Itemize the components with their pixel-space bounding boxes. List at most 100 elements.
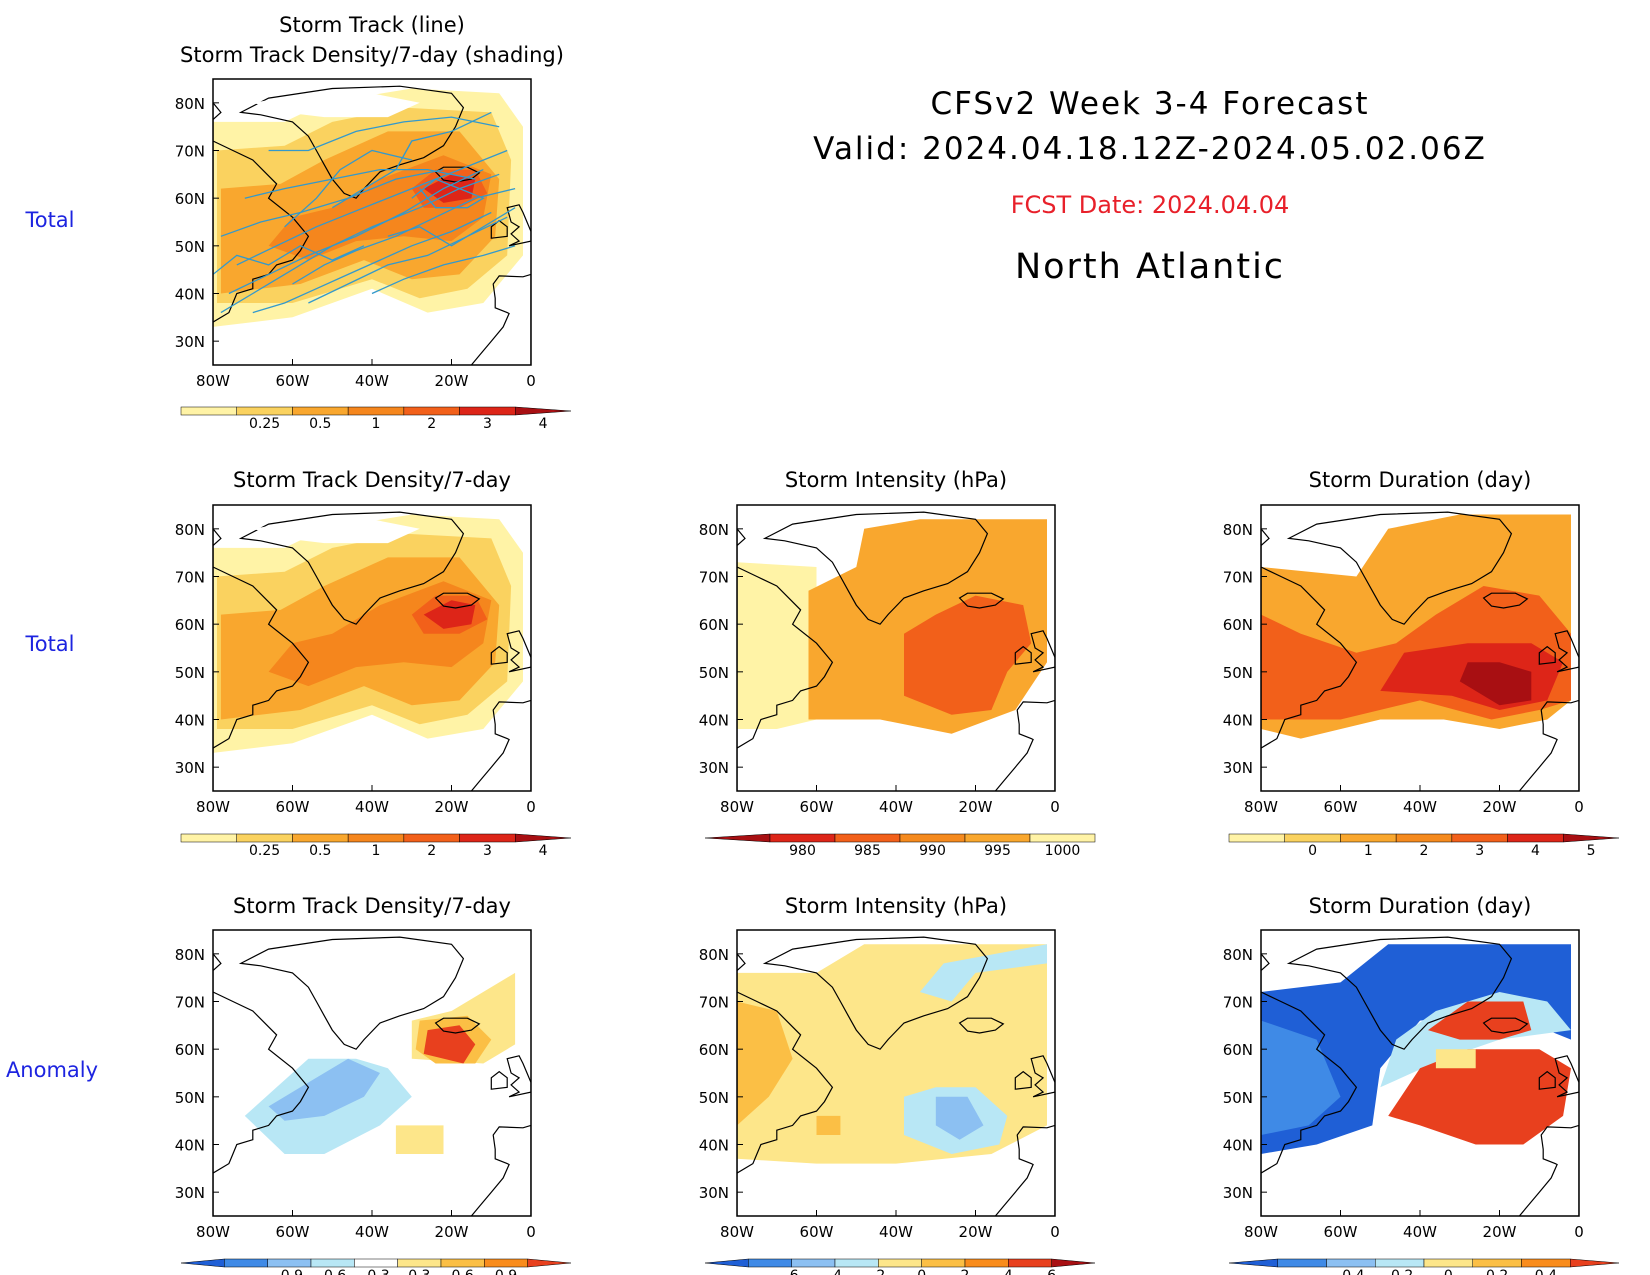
y-tick-label: 40N <box>699 712 729 730</box>
shading-region <box>1435 1049 1476 1069</box>
coastline <box>1482 1017 1529 1034</box>
y-tick-label: 30N <box>699 1184 729 1202</box>
panel-title: Storm Track Density/7-day (shading) <box>180 43 564 67</box>
colorbar-segment <box>440 1258 485 1268</box>
x-tick-label: 60W <box>276 372 310 390</box>
colorbar-label: 2 <box>961 1268 970 1275</box>
coastline <box>762 511 989 625</box>
coastline <box>238 936 465 1050</box>
coastline <box>470 699 531 791</box>
y-tick-label: 70N <box>1223 569 1253 587</box>
x-tick-label: 40W <box>879 798 913 816</box>
x-tick-label: 80W <box>196 372 230 390</box>
x-tick-label: 20W <box>959 798 993 816</box>
colorbar-label: -6 <box>785 1268 799 1275</box>
shading-region <box>1261 1020 1341 1135</box>
colorbar-segment <box>180 406 237 416</box>
map-area <box>213 511 531 791</box>
colorbar-segment <box>1395 833 1453 843</box>
colorbar-segment <box>515 833 572 843</box>
y-tick-label: 80N <box>699 521 729 539</box>
colorbar-label: 0.25 <box>249 843 280 859</box>
colorbar-segment <box>1051 1258 1096 1268</box>
coastline <box>1286 511 1513 625</box>
y-tick-label: 30N <box>175 1184 205 1202</box>
y-tick-label: 70N <box>699 569 729 587</box>
colorbar-segment <box>964 1258 1009 1268</box>
panel-duration-total: Storm Duration (day) 80W 60W 40W 20W 0 30N 40N 5… <box>1223 468 1620 859</box>
x-tick-label: 20W <box>1483 798 1517 816</box>
panel-title: Storm Track Density/7-day <box>233 894 511 918</box>
panel-intensity-total: Storm Intensity (hPa) 80W 60W 40W 20W 0 30N 40N… <box>699 468 1096 859</box>
colorbar-segment <box>267 1258 312 1268</box>
x-tick-label: 80W <box>196 1223 230 1241</box>
coastline <box>490 1070 508 1090</box>
colorbar-label: 1000 <box>1045 843 1081 859</box>
colorbar-label: -0.6 <box>319 1268 346 1275</box>
coastline <box>506 630 531 673</box>
coastline <box>737 952 834 1216</box>
colorbar-label: 1 <box>372 843 381 859</box>
x-tick-label: 40W <box>879 1223 913 1241</box>
y-tick-label: 60N <box>699 1041 729 1059</box>
shading-region <box>423 600 476 629</box>
colorbar-segment <box>1563 833 1620 843</box>
y-tick-label: 60N <box>175 190 205 208</box>
colorbar-segment <box>484 1258 528 1268</box>
storm-track-line <box>308 216 508 304</box>
y-tick-label: 80N <box>175 95 205 113</box>
y-tick-label: 50N <box>175 238 205 256</box>
colorbar-label: 0.25 <box>249 416 280 432</box>
shading-region <box>395 1125 444 1154</box>
colorbar-segment <box>1521 1258 1571 1268</box>
coastline <box>1518 1124 1579 1216</box>
colorbar-label: 0.6 <box>452 1268 474 1275</box>
coastline <box>762 936 989 1050</box>
coastline <box>238 511 465 625</box>
coastline <box>434 592 481 609</box>
coastline <box>1554 630 1579 673</box>
colorbar-segment <box>1277 1258 1327 1268</box>
y-tick-label: 70N <box>175 143 205 161</box>
coastline <box>1014 645 1032 665</box>
colorbar-segment <box>964 833 1031 843</box>
colorbar-segment <box>347 406 405 416</box>
x-tick-label: 80W <box>1244 1223 1278 1241</box>
colorbar-segment <box>310 1258 355 1268</box>
shading-region <box>816 1115 841 1135</box>
colorbar-segment <box>1284 833 1341 843</box>
no-data-region <box>252 519 420 544</box>
colorbar-segment <box>180 833 237 843</box>
colorbar-label: 1 <box>372 416 381 432</box>
x-tick-label: 20W <box>435 798 469 816</box>
y-tick-label: 30N <box>1223 759 1253 777</box>
region-name: North Atlantic <box>1014 247 1286 287</box>
storm-track-line <box>268 116 500 152</box>
y-tick-label: 30N <box>1223 1184 1253 1202</box>
coastline <box>213 527 310 791</box>
colorbar-label: -4 <box>828 1268 842 1275</box>
coastline <box>958 592 1005 609</box>
y-tick-label: 30N <box>699 759 729 777</box>
panel-title: Storm Intensity (hPa) <box>785 468 1007 492</box>
coastline <box>1554 1055 1579 1098</box>
y-tick-label: 70N <box>175 994 205 1012</box>
colorbar-segment <box>236 406 293 416</box>
x-tick-label: 0 <box>1574 1223 1584 1241</box>
map-area <box>1261 936 1579 1216</box>
storm-track-line <box>236 149 508 266</box>
shading-region <box>737 1001 793 1126</box>
coastline <box>1030 1055 1055 1098</box>
coastline <box>434 166 481 183</box>
y-tick-label: 50N <box>1223 664 1253 682</box>
storm-track-line <box>213 245 365 275</box>
colorbar-label: 990 <box>919 843 946 859</box>
shading-region <box>1428 1001 1532 1040</box>
storm-track-line <box>228 169 484 295</box>
colorbar-segment <box>834 1258 879 1268</box>
no-data-region <box>252 93 420 118</box>
coastline <box>1014 1070 1032 1090</box>
y-tick-label: 50N <box>175 1089 205 1107</box>
colorbar-label: 0 <box>1308 843 1317 859</box>
